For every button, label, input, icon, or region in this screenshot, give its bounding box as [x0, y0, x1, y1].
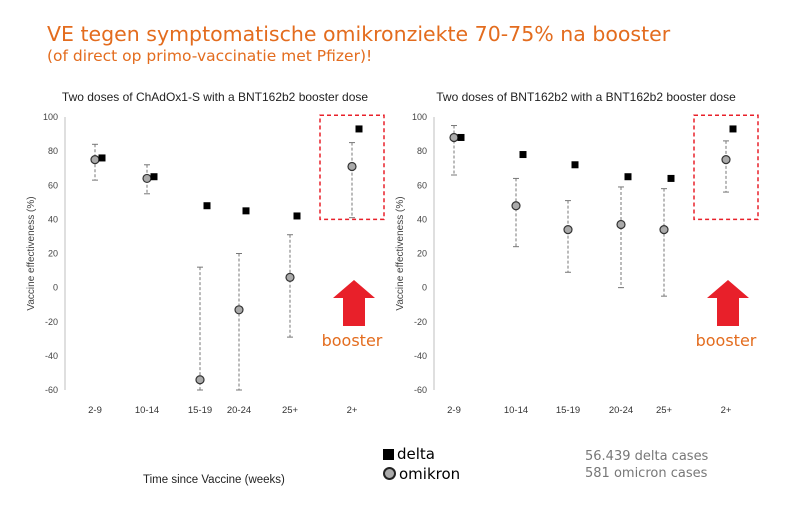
- chart1-x-tick-label: 20-24: [227, 405, 251, 416]
- chart1-delta-point: [98, 154, 106, 162]
- chart2-x-tick-label: 25+: [656, 405, 673, 416]
- chart2-delta-point: [667, 174, 675, 182]
- chart1-y-axis-title: Vaccine effectiveness (%): [26, 196, 37, 310]
- chart2-y-tick-label: 0: [422, 283, 427, 293]
- chart2-delta-point: [729, 125, 737, 133]
- chart1-y-tick-label: 60: [48, 180, 58, 190]
- chart2-y-tick-label: 40: [417, 214, 427, 224]
- chart2-booster-label: booster: [696, 331, 757, 350]
- chart1-delta-point: [150, 173, 158, 181]
- chart2-y-tick-label: -20: [414, 317, 427, 327]
- chart1-omikron-point: [347, 161, 357, 172]
- chart2-y-tick-label: 60: [417, 180, 427, 190]
- x-axis-title: Time since Vaccine (weeks): [143, 474, 285, 486]
- chart2-delta-point: [457, 133, 465, 141]
- chart2-x-tick-label: 2+: [721, 405, 732, 416]
- circle-marker-icon: [383, 467, 396, 480]
- slide-title: VE tegen symptomatische omikronziekte 70…: [47, 22, 671, 46]
- chart2-x-tick-label: 10-14: [504, 405, 528, 416]
- chart2-x-tick-label: 20-24: [609, 405, 633, 416]
- chart2-x-tick-label: 15-19: [556, 405, 580, 416]
- chart2-title: Two doses of BNT162b2 with a BNT162b2 bo…: [436, 90, 736, 104]
- chart2-y-tick-label: 20: [417, 249, 427, 259]
- chart1-booster-arrow-icon: [333, 280, 375, 326]
- chart1-omikron-point: [234, 305, 244, 315]
- chart2-omikron-point: [449, 132, 459, 143]
- chart1-y-tick-label: 40: [48, 214, 58, 224]
- chart2-delta-point: [624, 173, 632, 181]
- chart1-y-tick-label: 0: [53, 283, 58, 293]
- chart1-delta-point: [355, 125, 363, 133]
- chart2-x-tick-label: 2-9: [447, 405, 461, 416]
- chart2-omikron-point: [563, 225, 573, 235]
- legend-delta: delta: [383, 445, 435, 463]
- chart1-y-tick-label: 100: [43, 112, 58, 122]
- legend-delta-label: delta: [397, 445, 435, 463]
- chart2-omikron-point: [659, 225, 669, 235]
- chart1-delta-point: [203, 202, 211, 210]
- chart1-omikron-point: [285, 272, 295, 282]
- legend-omikron-label: omikron: [399, 465, 461, 483]
- chart1-title: Two doses of ChAdOx1-S with a BNT162b2 b…: [62, 90, 368, 104]
- chart1-x-tick-label: 25+: [282, 405, 299, 416]
- slide-subtitle: (of direct op primo-vaccinatie met Pfize…: [47, 47, 373, 65]
- chart2-y-axis-title: Vaccine effectiveness (%): [395, 196, 406, 310]
- omicron-cases: 581 omicron cases: [585, 466, 708, 481]
- chart1-y-tick-label: 80: [48, 146, 58, 156]
- chart2-y-tick-label: -60: [414, 385, 427, 395]
- chart2-y-tick-label: -40: [414, 351, 427, 361]
- delta-cases: 56.439 delta cases: [585, 449, 709, 464]
- chart2-y-tick-label: 80: [417, 146, 427, 156]
- legend-omikron: omikron: [383, 465, 460, 483]
- chart1-y-tick-label: -60: [45, 385, 58, 395]
- chart2-omikron-point: [721, 155, 731, 165]
- chart1-booster-label: booster: [322, 331, 383, 350]
- chart1-omikron-point: [90, 155, 100, 165]
- chart1-x-tick-label: 2-9: [88, 405, 102, 416]
- chart2-delta-point: [519, 151, 527, 159]
- chart2-delta-point: [571, 161, 579, 169]
- chart2-omikron-point: [511, 201, 521, 211]
- chart1-omikron-point: [195, 375, 205, 385]
- chart1-y-tick-label: 20: [48, 249, 58, 259]
- chart1-booster-highlight-box: [319, 114, 385, 221]
- chart2-y-tick-label: 100: [412, 112, 427, 122]
- chart1-y-tick-label: -40: [45, 351, 58, 361]
- chart1-delta-point: [242, 207, 250, 215]
- chart1-x-tick-label: 15-19: [188, 405, 212, 416]
- chart1-omikron-point: [142, 173, 152, 184]
- chart2-booster-highlight-box: [693, 114, 759, 221]
- chart1-y-tick-label: -20: [45, 317, 58, 327]
- chart1-delta-point: [293, 212, 301, 220]
- chart2-booster-arrow-icon: [707, 280, 749, 326]
- square-marker-icon: [383, 449, 394, 460]
- chart1-x-tick-label: 10-14: [135, 405, 159, 416]
- chart2-omikron-point: [616, 219, 626, 230]
- chart1-x-tick-label: 2+: [347, 405, 358, 416]
